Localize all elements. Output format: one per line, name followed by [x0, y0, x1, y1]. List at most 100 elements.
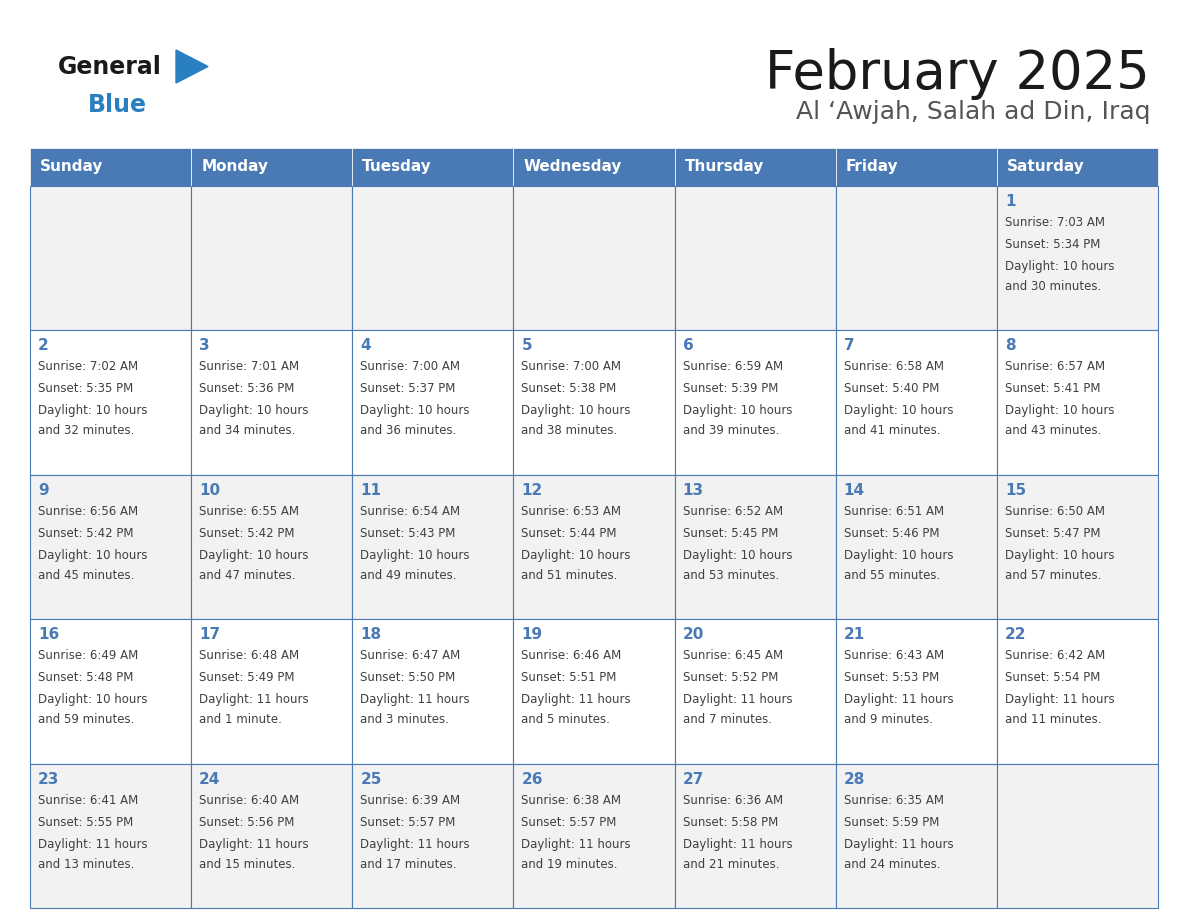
Text: 23: 23: [38, 772, 59, 787]
Text: Daylight: 11 hours: Daylight: 11 hours: [843, 693, 953, 706]
Text: 2: 2: [38, 339, 49, 353]
Text: Daylight: 11 hours: Daylight: 11 hours: [200, 837, 309, 851]
Text: and 17 minutes.: and 17 minutes.: [360, 857, 456, 870]
Bar: [997, 620, 1158, 764]
Text: Daylight: 11 hours: Daylight: 11 hours: [683, 693, 792, 706]
Text: and 55 minutes.: and 55 minutes.: [843, 569, 940, 582]
Bar: [191, 764, 353, 908]
Bar: [353, 475, 513, 620]
Text: Thursday: Thursday: [684, 160, 764, 174]
Text: and 53 minutes.: and 53 minutes.: [683, 569, 779, 582]
Text: Sunrise: 7:03 AM: Sunrise: 7:03 AM: [1005, 216, 1105, 229]
Text: Daylight: 11 hours: Daylight: 11 hours: [360, 837, 470, 851]
Text: 15: 15: [1005, 483, 1026, 498]
Text: Tuesday: Tuesday: [362, 160, 432, 174]
Text: and 34 minutes.: and 34 minutes.: [200, 424, 296, 437]
Text: 5: 5: [522, 339, 532, 353]
Text: Sunrise: 6:43 AM: Sunrise: 6:43 AM: [843, 649, 943, 662]
Bar: [191, 330, 353, 475]
Text: Monday: Monday: [201, 160, 268, 174]
Text: Al ‘Awjah, Salah ad Din, Iraq: Al ‘Awjah, Salah ad Din, Iraq: [796, 100, 1150, 124]
Bar: [353, 148, 513, 186]
Text: Sunset: 5:57 PM: Sunset: 5:57 PM: [360, 815, 456, 829]
Bar: [997, 186, 1158, 330]
Text: Sunrise: 6:42 AM: Sunrise: 6:42 AM: [1005, 649, 1105, 662]
Text: Sunrise: 6:49 AM: Sunrise: 6:49 AM: [38, 649, 138, 662]
Bar: [30, 620, 191, 764]
Text: Sunrise: 6:47 AM: Sunrise: 6:47 AM: [360, 649, 461, 662]
Text: and 51 minutes.: and 51 minutes.: [522, 569, 618, 582]
Text: Sunset: 5:50 PM: Sunset: 5:50 PM: [360, 671, 455, 684]
Text: Sunrise: 6:48 AM: Sunrise: 6:48 AM: [200, 649, 299, 662]
Text: 17: 17: [200, 627, 220, 643]
Text: 10: 10: [200, 483, 220, 498]
Text: Sunrise: 6:38 AM: Sunrise: 6:38 AM: [522, 793, 621, 807]
Text: and 41 minutes.: and 41 minutes.: [843, 424, 940, 437]
Text: Sunset: 5:42 PM: Sunset: 5:42 PM: [200, 527, 295, 540]
Text: Sunset: 5:57 PM: Sunset: 5:57 PM: [522, 815, 617, 829]
Text: 18: 18: [360, 627, 381, 643]
Text: 25: 25: [360, 772, 381, 787]
Text: Sunrise: 6:57 AM: Sunrise: 6:57 AM: [1005, 361, 1105, 374]
Text: Sunrise: 6:41 AM: Sunrise: 6:41 AM: [38, 793, 138, 807]
Text: Daylight: 10 hours: Daylight: 10 hours: [522, 405, 631, 418]
Text: and 1 minute.: and 1 minute.: [200, 713, 282, 726]
Text: 12: 12: [522, 483, 543, 498]
Text: and 38 minutes.: and 38 minutes.: [522, 424, 618, 437]
Text: Friday: Friday: [846, 160, 898, 174]
Text: Sunrise: 7:00 AM: Sunrise: 7:00 AM: [522, 361, 621, 374]
Text: 27: 27: [683, 772, 704, 787]
Bar: [997, 330, 1158, 475]
Text: Daylight: 10 hours: Daylight: 10 hours: [1005, 549, 1114, 562]
Text: Blue: Blue: [88, 93, 147, 117]
Bar: [675, 186, 835, 330]
Text: Daylight: 10 hours: Daylight: 10 hours: [360, 549, 469, 562]
Text: Sunset: 5:41 PM: Sunset: 5:41 PM: [1005, 383, 1100, 396]
Text: Sunset: 5:52 PM: Sunset: 5:52 PM: [683, 671, 778, 684]
Bar: [191, 475, 353, 620]
Text: Daylight: 11 hours: Daylight: 11 hours: [200, 693, 309, 706]
Text: Daylight: 10 hours: Daylight: 10 hours: [683, 405, 792, 418]
Text: Daylight: 11 hours: Daylight: 11 hours: [843, 837, 953, 851]
Text: 11: 11: [360, 483, 381, 498]
Bar: [30, 330, 191, 475]
Text: 6: 6: [683, 339, 694, 353]
Text: Daylight: 10 hours: Daylight: 10 hours: [843, 405, 953, 418]
Text: 20: 20: [683, 627, 704, 643]
Text: Sunrise: 6:51 AM: Sunrise: 6:51 AM: [843, 505, 943, 518]
Bar: [513, 475, 675, 620]
Text: Daylight: 10 hours: Daylight: 10 hours: [1005, 260, 1114, 273]
Text: 19: 19: [522, 627, 543, 643]
Text: Sunset: 5:35 PM: Sunset: 5:35 PM: [38, 383, 133, 396]
Bar: [513, 764, 675, 908]
Bar: [675, 475, 835, 620]
Text: and 32 minutes.: and 32 minutes.: [38, 424, 134, 437]
Text: Sunrise: 6:50 AM: Sunrise: 6:50 AM: [1005, 505, 1105, 518]
Text: Sunset: 5:51 PM: Sunset: 5:51 PM: [522, 671, 617, 684]
Text: Daylight: 10 hours: Daylight: 10 hours: [522, 549, 631, 562]
Text: Daylight: 10 hours: Daylight: 10 hours: [360, 405, 469, 418]
Text: and 9 minutes.: and 9 minutes.: [843, 713, 933, 726]
Text: 3: 3: [200, 339, 210, 353]
Text: and 21 minutes.: and 21 minutes.: [683, 857, 779, 870]
Text: Sunset: 5:48 PM: Sunset: 5:48 PM: [38, 671, 133, 684]
Text: 4: 4: [360, 339, 371, 353]
Text: 13: 13: [683, 483, 703, 498]
Text: 1: 1: [1005, 194, 1016, 209]
Text: 22: 22: [1005, 627, 1026, 643]
Text: Daylight: 11 hours: Daylight: 11 hours: [38, 837, 147, 851]
Text: Sunrise: 6:53 AM: Sunrise: 6:53 AM: [522, 505, 621, 518]
Text: and 5 minutes.: and 5 minutes.: [522, 713, 611, 726]
Bar: [191, 186, 353, 330]
Text: Sunset: 5:49 PM: Sunset: 5:49 PM: [200, 671, 295, 684]
Bar: [353, 330, 513, 475]
Bar: [997, 764, 1158, 908]
Text: Daylight: 11 hours: Daylight: 11 hours: [360, 693, 470, 706]
Text: Sunrise: 6:35 AM: Sunrise: 6:35 AM: [843, 793, 943, 807]
Text: 24: 24: [200, 772, 221, 787]
Text: 14: 14: [843, 483, 865, 498]
Text: February 2025: February 2025: [765, 48, 1150, 100]
Bar: [835, 764, 997, 908]
Text: Sunset: 5:44 PM: Sunset: 5:44 PM: [522, 527, 617, 540]
Bar: [675, 620, 835, 764]
